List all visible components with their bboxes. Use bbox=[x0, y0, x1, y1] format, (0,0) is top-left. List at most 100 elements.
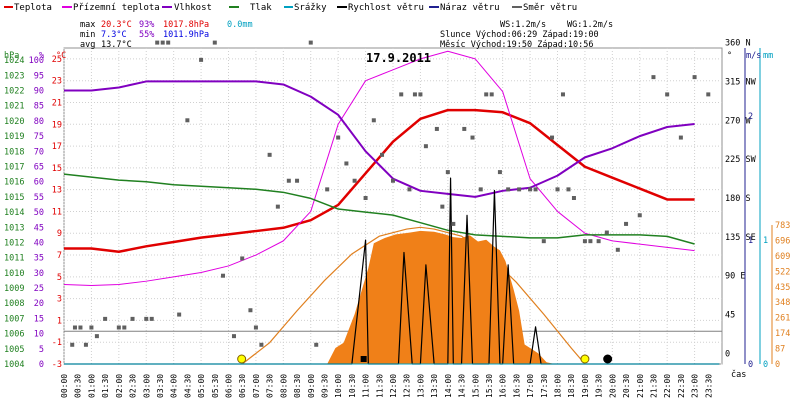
tick-label-temp: 17 bbox=[52, 142, 62, 152]
wind-direction-point bbox=[363, 196, 368, 200]
tick-label-wm2: 783 bbox=[775, 221, 790, 231]
wind-direction-point bbox=[352, 178, 357, 183]
stat-min-temp: 7.3°C bbox=[101, 30, 127, 40]
wind-direction-point bbox=[637, 213, 642, 218]
tick-label-pct: 90 bbox=[34, 87, 44, 97]
stat-max-rain: 0.0mm bbox=[227, 20, 253, 30]
wind-direction-point bbox=[541, 239, 546, 244]
legend-rychlost-vetru: Rychlost větru bbox=[348, 3, 424, 13]
wind-direction-point bbox=[462, 126, 467, 131]
tick-label-temp: 9 bbox=[57, 229, 62, 239]
tick-label-pct: 70 bbox=[34, 147, 44, 157]
tick-label-pct: 75 bbox=[34, 132, 44, 142]
wind-direction-point bbox=[434, 126, 439, 131]
tick-label-pct: 100 bbox=[29, 56, 44, 66]
stat-max-press: 1017.8hPa bbox=[163, 20, 209, 30]
tick-label-hpa: 1006 bbox=[4, 330, 24, 340]
wind-direction-point bbox=[582, 239, 587, 244]
tick-label-time: 09:00 bbox=[307, 374, 316, 398]
wind-direction-point bbox=[665, 92, 670, 97]
tick-label-time: 14:30 bbox=[458, 374, 467, 398]
legend-teplota: Teplota bbox=[14, 3, 52, 13]
wind-direction-point bbox=[371, 118, 376, 123]
tick-label-time: 08:30 bbox=[293, 374, 302, 398]
wind-direction-point bbox=[678, 135, 683, 140]
wind-direction-point bbox=[588, 239, 593, 244]
tick-label-time: 02:00 bbox=[115, 374, 124, 398]
wind-direction-point bbox=[286, 178, 291, 183]
tick-label-temp: 25 bbox=[52, 55, 62, 65]
wind-direction-point bbox=[144, 316, 149, 321]
tick-label-time: 11:00 bbox=[362, 374, 371, 398]
stat-avg-label: avg bbox=[80, 40, 95, 50]
tick-label-deg: 45 bbox=[725, 311, 735, 321]
tick-label-time: 13:30 bbox=[430, 374, 439, 398]
wind-direction-point bbox=[451, 221, 456, 226]
tick-label-deg: 315 NW bbox=[725, 77, 757, 87]
wind-direction-point bbox=[380, 152, 385, 157]
wind-direction-point bbox=[604, 230, 609, 235]
tick-label-time: 21:30 bbox=[649, 374, 658, 398]
wind-direction-point bbox=[314, 342, 319, 347]
legend: Teplota Přízemní teplota Vlhkost Tlak Sr… bbox=[4, 3, 577, 13]
wind-direction-point bbox=[336, 135, 341, 140]
series-line-0 bbox=[64, 108, 695, 254]
series-line-2 bbox=[64, 80, 695, 198]
tick-label-deg: 225 SW bbox=[725, 155, 757, 165]
tick-label-time: 00:30 bbox=[74, 374, 83, 398]
tick-label-time: 02:30 bbox=[129, 374, 138, 398]
tick-label-deg: 90 E bbox=[725, 272, 745, 282]
tick-label-hpa: 1009 bbox=[4, 284, 24, 294]
tick-label-time: 10:00 bbox=[334, 374, 343, 398]
tick-label-hpa: 1010 bbox=[4, 269, 24, 279]
wind-direction-point bbox=[344, 161, 349, 166]
wind-direction-point bbox=[240, 256, 245, 261]
tick-label-wm2: 435 bbox=[775, 283, 790, 293]
tick-label-time: 18:00 bbox=[554, 374, 563, 398]
wind-direction-point bbox=[155, 40, 160, 45]
wind-direction-point bbox=[199, 57, 204, 62]
tick-label-pct: 50 bbox=[34, 208, 44, 218]
tick-label-time: 18:30 bbox=[567, 374, 576, 398]
tick-label-mm: 1 bbox=[763, 236, 768, 246]
tick-label-time: 09:30 bbox=[320, 374, 329, 398]
tick-label-time: 03:00 bbox=[142, 374, 151, 398]
tick-label-time: 21:00 bbox=[636, 374, 645, 398]
tick-label-temp: 5 bbox=[57, 273, 62, 283]
wind-direction-point bbox=[72, 325, 77, 330]
tick-label-hpa: 1022 bbox=[4, 87, 24, 97]
wind-direction-point bbox=[122, 325, 127, 330]
tick-label-deg: 0 bbox=[725, 349, 730, 359]
tick-label-time: 22:30 bbox=[677, 374, 686, 398]
wind-direction-point bbox=[267, 152, 272, 157]
tick-label-pct: 80 bbox=[34, 117, 44, 127]
tick-label-pct: 60 bbox=[34, 178, 44, 188]
wind-direction-point bbox=[596, 239, 601, 244]
legend-vlhkost: Vlhkost bbox=[174, 3, 212, 13]
wind-direction-point bbox=[533, 187, 538, 192]
tick-label-temp: 21 bbox=[52, 98, 62, 108]
tick-label-wm2: 348 bbox=[775, 298, 790, 308]
tick-label-pct: 20 bbox=[34, 299, 44, 309]
wind-direction-point bbox=[149, 316, 154, 321]
tick-label-time: 23:00 bbox=[691, 374, 700, 398]
unit-temp: °C bbox=[56, 51, 66, 61]
tick-label-pct: 15 bbox=[34, 314, 44, 324]
tick-label-time: 00:00 bbox=[60, 374, 69, 398]
wind-direction-point bbox=[506, 187, 511, 192]
stat-max-temp: 20.3°C bbox=[101, 20, 132, 30]
tick-label-time: 17:30 bbox=[540, 374, 549, 398]
info: WS:1.2m/s WG:1.2m/s Slunce Východ:06:29 … bbox=[440, 20, 613, 50]
tick-label-time: 20:30 bbox=[622, 374, 631, 398]
tick-label-temp: 3 bbox=[57, 295, 62, 305]
wind-direction-point bbox=[517, 187, 522, 192]
wind-direction-point bbox=[399, 92, 404, 97]
wind-direction-point bbox=[103, 316, 108, 321]
tick-label-time: 01:30 bbox=[101, 374, 110, 398]
tick-label-time: 08:00 bbox=[279, 374, 288, 398]
wind-direction-point bbox=[231, 334, 236, 339]
tick-label-pct: 5 bbox=[39, 345, 44, 355]
tick-label-time: 06:00 bbox=[225, 374, 234, 398]
tick-label-time: 10:30 bbox=[348, 374, 357, 398]
